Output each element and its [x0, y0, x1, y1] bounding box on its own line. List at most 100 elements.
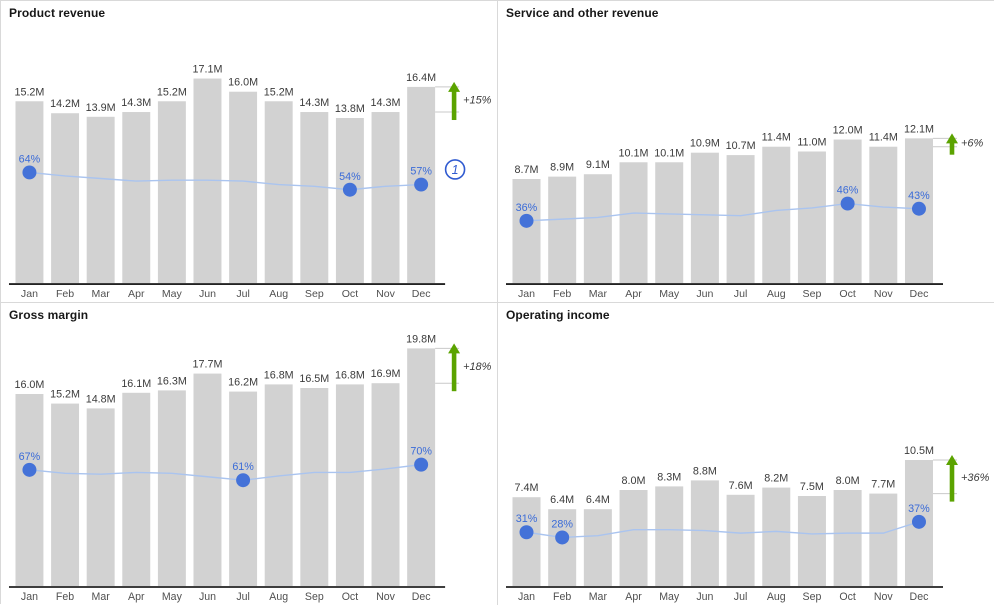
- bar-value-label: 6.4M: [586, 494, 610, 506]
- bar-Mar[interactable]: [583, 509, 612, 586]
- bar-value-label: 8.9M: [550, 162, 574, 174]
- line-marker-Jan[interactable]: [519, 525, 534, 540]
- growth-label: +6%: [961, 138, 984, 150]
- bar-value-label: 11.0M: [797, 137, 826, 149]
- bar-Feb[interactable]: [51, 403, 80, 586]
- x-axis-label-Feb: Feb: [553, 288, 571, 300]
- bar-Apr[interactable]: [619, 162, 648, 284]
- x-axis-label-Apr: Apr: [625, 591, 642, 603]
- bar-Apr[interactable]: [122, 112, 151, 284]
- bar-value-label: 10.7M: [726, 140, 756, 152]
- line-marker-Dec[interactable]: [414, 457, 429, 472]
- callout-number: 1: [452, 163, 459, 177]
- x-axis-label-Apr: Apr: [128, 288, 145, 300]
- chart-canvas-product-revenue[interactable]: 15.2M 14.2M 13.9M 14.3M 15.2M 17.1M 16.0M 15.2M…: [1, 1, 497, 302]
- bar-Jul[interactable]: [726, 155, 755, 284]
- growth-label: +18%: [463, 361, 492, 373]
- bar-Jun[interactable]: [690, 480, 719, 586]
- bar-Jul[interactable]: [726, 494, 755, 586]
- bar-Jan[interactable]: [15, 394, 44, 586]
- bar-Feb[interactable]: [548, 176, 577, 284]
- x-axis-label-Sep: Sep: [803, 591, 822, 603]
- x-axis-label-Oct: Oct: [839, 288, 856, 300]
- x-axis-label-Nov: Nov: [874, 288, 894, 300]
- bar-value-label: 7.7M: [871, 479, 895, 491]
- bar-value-label: 15.2M: [14, 86, 44, 98]
- bar-Jan[interactable]: [512, 179, 541, 284]
- bar-Oct[interactable]: [833, 139, 862, 284]
- marker-label: 70%: [410, 446, 432, 458]
- bar-Oct[interactable]: [335, 384, 364, 586]
- x-axis-label-Dec: Dec: [910, 288, 930, 300]
- bar-Feb[interactable]: [51, 113, 80, 284]
- bar-Nov[interactable]: [869, 493, 898, 586]
- bar-Sep[interactable]: [797, 151, 826, 284]
- bar-value-label: 12.0M: [833, 125, 863, 137]
- x-axis-label-Mar: Mar: [92, 591, 111, 603]
- bar-May[interactable]: [157, 101, 186, 284]
- line-marker-Oct[interactable]: [840, 196, 855, 211]
- bar-Apr[interactable]: [122, 392, 151, 586]
- bar-Aug[interactable]: [762, 146, 791, 284]
- x-axis-label-Jun: Jun: [696, 288, 713, 300]
- x-axis-label-Jan: Jan: [518, 591, 535, 603]
- bar-May[interactable]: [655, 486, 684, 586]
- marker-label: 54%: [339, 171, 361, 183]
- marker-label: 31%: [516, 513, 538, 525]
- x-axis-label-Sep: Sep: [803, 288, 822, 300]
- bar-Sep[interactable]: [797, 496, 826, 586]
- x-axis-label-Nov: Nov: [874, 591, 894, 603]
- bar-Aug[interactable]: [762, 487, 791, 586]
- bar-value-label: 17.1M: [193, 64, 223, 76]
- bar-Mar[interactable]: [583, 174, 612, 284]
- line-marker-Jan[interactable]: [22, 165, 37, 180]
- trend-line: [526, 521, 920, 539]
- bar-value-label: 16.0M: [14, 379, 44, 391]
- x-axis-label-Feb: Feb: [56, 591, 74, 603]
- bar-May[interactable]: [157, 390, 186, 586]
- x-axis-label-Apr: Apr: [625, 288, 642, 300]
- bar-Oct[interactable]: [833, 490, 862, 586]
- bar-value-label: 8.0M: [622, 475, 646, 487]
- bar-May[interactable]: [655, 162, 684, 284]
- line-marker-Jul[interactable]: [236, 473, 251, 488]
- bar-Jun[interactable]: [690, 152, 719, 284]
- bar-value-label: 10.1M: [619, 147, 649, 159]
- bar-Mar[interactable]: [86, 408, 115, 586]
- x-axis-label-Jul: Jul: [236, 591, 250, 603]
- line-marker-Jan[interactable]: [22, 462, 37, 477]
- line-marker-Jan[interactable]: [519, 213, 534, 228]
- bar-Jan[interactable]: [15, 101, 44, 284]
- chart-canvas-gross-margin[interactable]: 16.0M 15.2M 14.8M 16.1M 16.3M 17.7M 16.2M 16.8M…: [1, 303, 497, 605]
- bar-Aug[interactable]: [264, 101, 293, 284]
- bar-Jul[interactable]: [229, 91, 258, 284]
- bar-Jan[interactable]: [512, 497, 541, 586]
- marker-label: 46%: [837, 185, 859, 197]
- bar-Nov[interactable]: [371, 383, 400, 586]
- line-marker-Dec[interactable]: [911, 201, 926, 216]
- line-marker-Oct[interactable]: [342, 182, 357, 197]
- bar-value-label: 16.9M: [371, 368, 401, 380]
- line-marker-Dec[interactable]: [414, 177, 429, 192]
- bar-Sep[interactable]: [300, 388, 329, 586]
- bar-Jul[interactable]: [229, 391, 258, 586]
- bar-Jun[interactable]: [193, 373, 222, 586]
- chart-canvas-operating-income[interactable]: 7.4M 6.4M 6.4M 8.0M 8.3M 8.8M 7.6M 8.2M 7.5M 8.0M…: [498, 303, 994, 605]
- bar-Nov[interactable]: [371, 112, 400, 284]
- bar-Apr[interactable]: [619, 490, 648, 586]
- bar-Feb[interactable]: [548, 509, 577, 586]
- bar-Sep[interactable]: [300, 112, 329, 284]
- x-axis-label-Aug: Aug: [767, 288, 786, 300]
- x-axis-label-May: May: [659, 288, 680, 300]
- bar-Nov[interactable]: [869, 146, 898, 284]
- x-axis-label-Dec: Dec: [910, 591, 930, 603]
- bar-value-label: 10.1M: [654, 147, 684, 159]
- line-marker-Feb[interactable]: [555, 530, 570, 545]
- bar-Mar[interactable]: [86, 116, 115, 284]
- x-axis-label-Mar: Mar: [589, 591, 608, 603]
- bar-Oct[interactable]: [335, 118, 364, 284]
- bar-Aug[interactable]: [264, 384, 293, 586]
- chart-title: Operating income: [506, 308, 610, 322]
- line-marker-Dec[interactable]: [911, 514, 926, 529]
- chart-canvas-service-revenue[interactable]: 8.7M 8.9M 9.1M 10.1M 10.1M 10.9M 10.7M 11.4M 11.…: [498, 1, 994, 302]
